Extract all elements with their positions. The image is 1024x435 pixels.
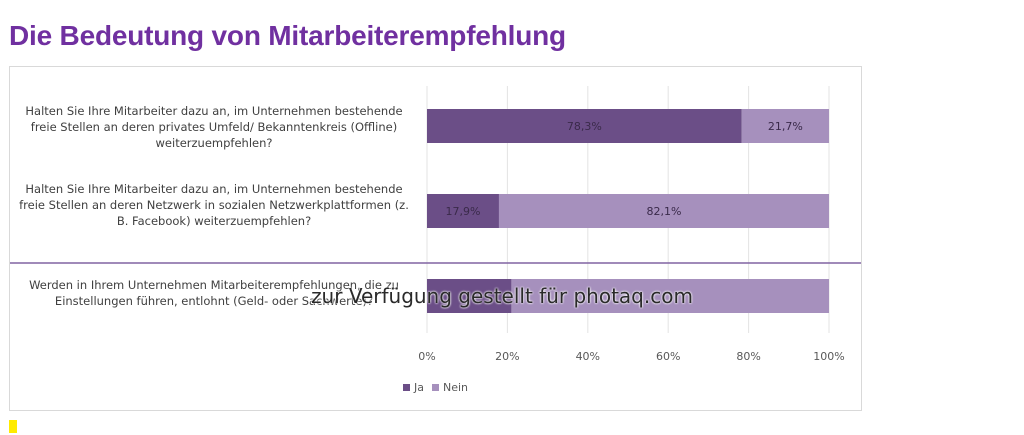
- data-label-nein-1: 21,7%: [768, 120, 803, 133]
- question-label-3: Werden in Ihrem Unternehmen Mitarbeitere…: [29, 278, 399, 308]
- legend-label-ja: Ja: [414, 381, 424, 394]
- chart-title: Die Bedeutung von Mitarbeiterempfehlung: [9, 20, 566, 51]
- legend-item-ja: Ja: [403, 381, 424, 394]
- x-tick-label-0: 0%: [418, 350, 435, 363]
- x-tick-label-4: 80%: [736, 350, 760, 363]
- chart-frame: [9, 66, 862, 411]
- data-label-ja-1: 78,3%: [567, 120, 602, 133]
- x-tick-label-2: 40%: [576, 350, 600, 363]
- watermark-text: zur Verfügung gestellt für photaq.com: [311, 284, 693, 308]
- data-label-ja-2: 17,9%: [446, 205, 481, 218]
- data-label-nein-2: 82,1%: [647, 205, 682, 218]
- highlight-marker: [9, 420, 17, 433]
- legend-swatch-ja: [403, 384, 410, 391]
- bar-nein-1: [741, 109, 829, 143]
- x-tick-label-3: 60%: [656, 350, 680, 363]
- x-tick-label-1: 20%: [495, 350, 519, 363]
- bar-ja-2: [427, 194, 499, 228]
- legend-item-nein: Nein: [432, 381, 468, 394]
- question-label-2: Halten Sie Ihre Mitarbeiter dazu an, im …: [19, 182, 409, 228]
- bar-nein-3: [511, 279, 829, 313]
- legend-swatch-nein: [432, 384, 439, 391]
- bar-ja-1: [427, 109, 742, 143]
- x-tick-label-5: 100%: [813, 350, 844, 363]
- question-label-1: Halten Sie Ihre Mitarbeiter dazu an, im …: [25, 104, 403, 150]
- bar-ja-3: [427, 279, 512, 313]
- legend-label-nein: Nein: [443, 381, 469, 394]
- bar-nein-2: [498, 194, 829, 228]
- chart-legend: Ja Nein: [403, 381, 476, 394]
